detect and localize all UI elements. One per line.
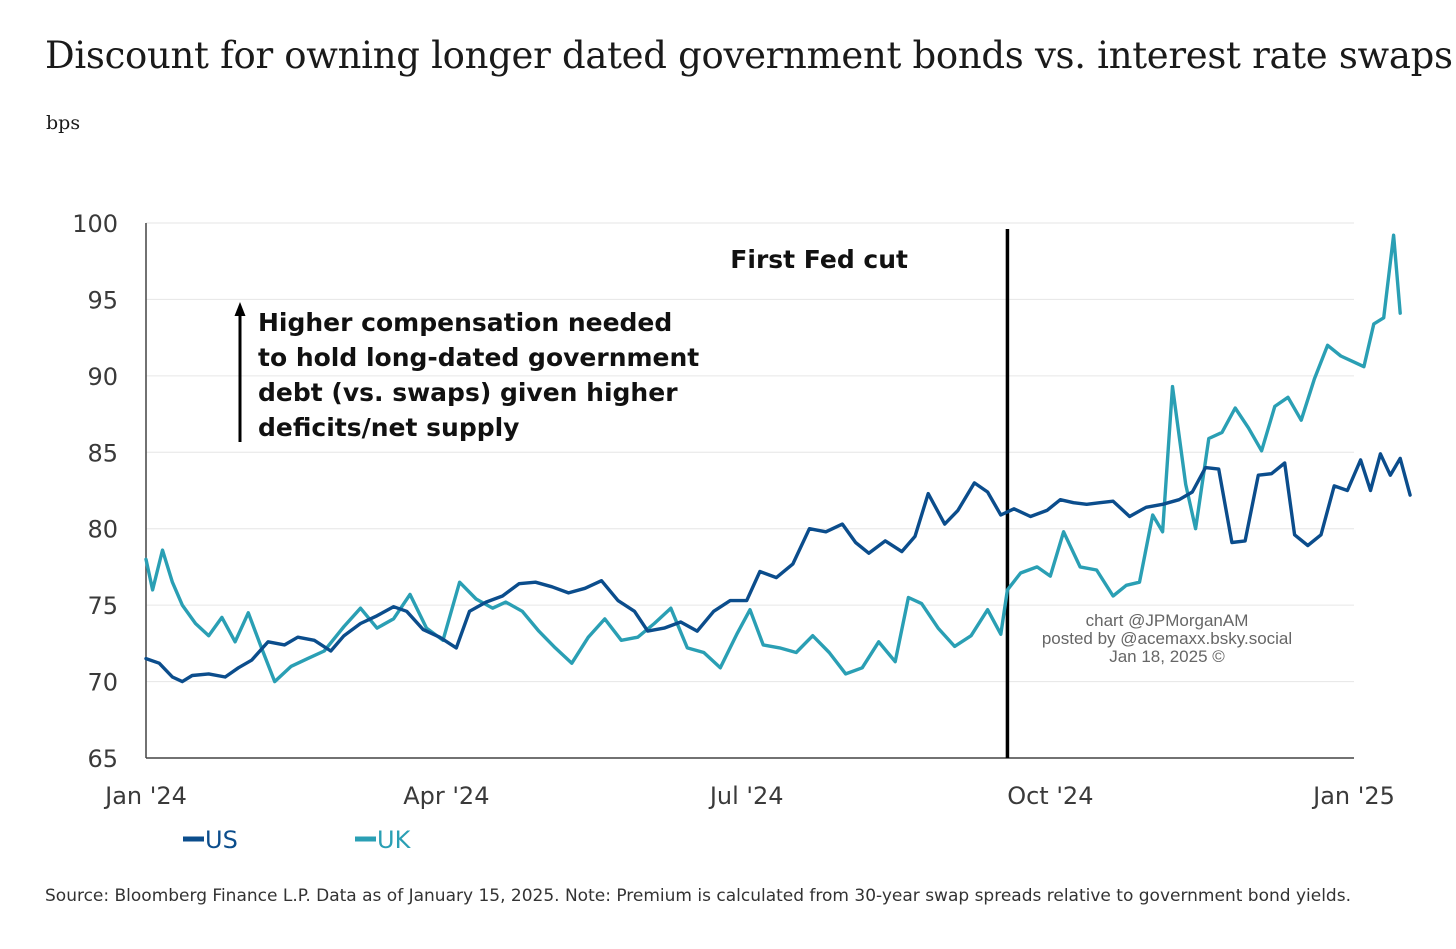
- grid-lines: [146, 222, 1354, 683]
- series-line-us: [144, 452, 1412, 684]
- y-tick-label-65: 65: [87, 745, 118, 773]
- watermark-line-1: chart @JPMorganAM: [1086, 611, 1249, 630]
- y-tick-label-70: 70: [87, 669, 118, 697]
- x-tick-label-1: Apr '24: [403, 782, 489, 810]
- watermark: chart @JPMorganAM posted by @acemaxx.bsk…: [1042, 611, 1292, 666]
- x-tick-label-2: Jul '24: [708, 782, 784, 810]
- legend: US UK: [183, 826, 412, 854]
- chart-subtitle-units: bps: [46, 112, 81, 134]
- series-line-uk: [144, 233, 1402, 684]
- x-tick-label-4: Jan '25: [1311, 782, 1395, 810]
- y-tick-label-90: 90: [87, 363, 118, 391]
- y-tick-label-85: 85: [87, 439, 118, 467]
- watermark-line-2: posted by @acemaxx.bsky.social: [1042, 629, 1292, 648]
- axes: 100 95 90 85 80 75 70 65 Jan '24 Apr '24 Jul '24 Oc…: [72, 210, 1395, 810]
- annotation-group: Higher compensation needed to hold long-…: [234, 245, 908, 442]
- annotation-line-2: to hold long-dated government: [258, 343, 699, 372]
- legend-label-uk: UK: [377, 826, 412, 854]
- series-lines: [144, 233, 1412, 684]
- x-tick-label-0: Jan '24: [103, 782, 187, 810]
- y-tick-label-95: 95: [87, 286, 118, 314]
- annotation-line-1: Higher compensation needed: [258, 308, 672, 337]
- up-arrow-icon: [234, 302, 246, 316]
- y-tick-label-100: 100: [72, 210, 118, 238]
- y-tick-label-80: 80: [87, 516, 118, 544]
- fed-cut-label: First Fed cut: [730, 245, 908, 274]
- chart-title: Discount for owning longer dated governm…: [45, 34, 1453, 77]
- watermark-line-3: Jan 18, 2025 ©: [1109, 647, 1225, 666]
- source-note: Source: Bloomberg Finance L.P. Data as o…: [45, 886, 1351, 906]
- x-tick-label-3: Oct '24: [1007, 782, 1093, 810]
- annotation-line-4: deficits/net supply: [258, 413, 519, 442]
- annotation-line-3: debt (vs. swaps) given higher: [258, 378, 678, 407]
- legend-label-us: US: [205, 826, 238, 854]
- y-tick-label-75: 75: [87, 592, 118, 620]
